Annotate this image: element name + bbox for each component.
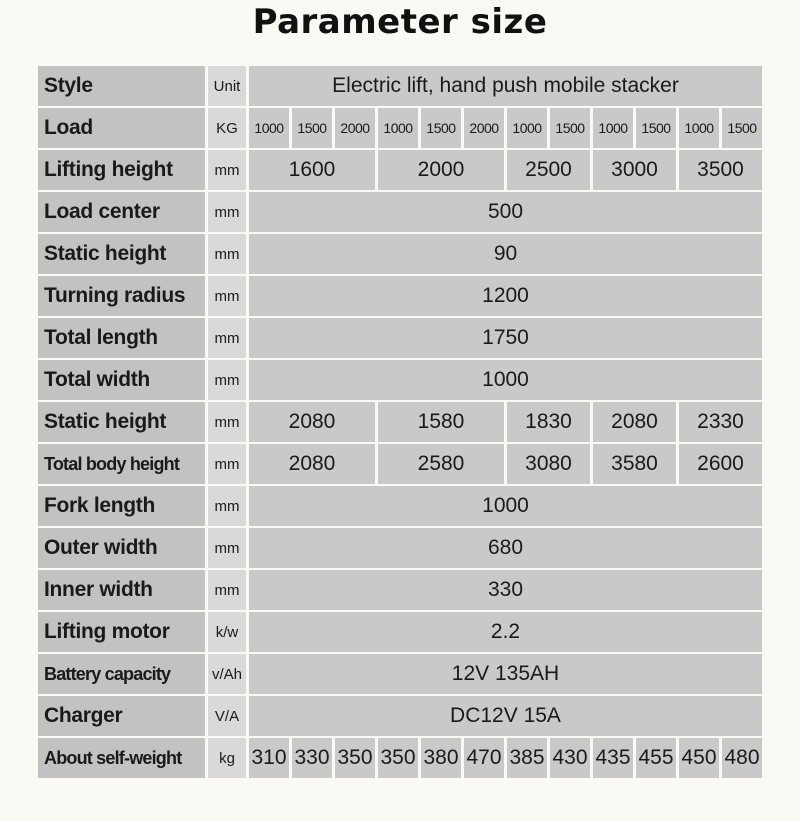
row-label: Total length bbox=[38, 318, 205, 358]
value-cell: 480 bbox=[722, 738, 762, 778]
row-label: Battery capacity bbox=[38, 654, 205, 694]
value-cell: 1750 bbox=[249, 318, 762, 358]
value-cell: 3500 bbox=[679, 150, 762, 190]
row-unit: kg bbox=[208, 738, 246, 778]
value-cell: 1000 bbox=[249, 360, 762, 400]
value-cell: DC12V 15A bbox=[249, 696, 762, 736]
value-cell: 2080 bbox=[593, 402, 676, 442]
value-cell: 2000 bbox=[335, 108, 375, 148]
value-cell: 1500 bbox=[636, 108, 676, 148]
row-label: Total width bbox=[38, 360, 205, 400]
value-cell: 1500 bbox=[550, 108, 590, 148]
value-cell: 2330 bbox=[679, 402, 762, 442]
value-cell: 1000 bbox=[249, 108, 289, 148]
value-cell: 450 bbox=[679, 738, 719, 778]
value-cell: 12V 135AH bbox=[249, 654, 762, 694]
row-unit: mm bbox=[208, 234, 246, 274]
value-cell: 435 bbox=[593, 738, 633, 778]
value-cell: 2600 bbox=[679, 444, 762, 484]
value-cell: 430 bbox=[550, 738, 590, 778]
row-unit: mm bbox=[208, 528, 246, 568]
value-cell: 1830 bbox=[507, 402, 590, 442]
row-unit: mm bbox=[208, 150, 246, 190]
value-cell: 1200 bbox=[249, 276, 762, 316]
value-cell: 330 bbox=[249, 570, 762, 610]
row-unit: mm bbox=[208, 444, 246, 484]
value-cell: 1500 bbox=[421, 108, 461, 148]
page-title: Parameter size bbox=[252, 2, 548, 42]
value-cell: 90 bbox=[249, 234, 762, 274]
row-unit: mm bbox=[208, 402, 246, 442]
value-cell: 350 bbox=[378, 738, 418, 778]
row-unit: mm bbox=[208, 192, 246, 232]
value-cell: 3080 bbox=[507, 444, 590, 484]
row-label: Charger bbox=[38, 696, 205, 736]
value-cell: 2580 bbox=[378, 444, 504, 484]
value-cell: 1000 bbox=[507, 108, 547, 148]
row-label: Total body height bbox=[38, 444, 205, 484]
value-cell: 1500 bbox=[292, 108, 332, 148]
value-cell: 2080 bbox=[249, 402, 375, 442]
value-cell: 1580 bbox=[378, 402, 504, 442]
row-label: Load center bbox=[38, 192, 205, 232]
row-label: Turning radius bbox=[38, 276, 205, 316]
row-label: Style bbox=[38, 66, 205, 106]
value-cell: 1500 bbox=[722, 108, 762, 148]
row-label: Static height bbox=[38, 402, 205, 442]
value-cell: 3000 bbox=[593, 150, 676, 190]
row-unit: mm bbox=[208, 486, 246, 526]
row-unit: V/A bbox=[208, 696, 246, 736]
value-cell: 2000 bbox=[378, 150, 504, 190]
value-cell: 2500 bbox=[507, 150, 590, 190]
parameter-table: Style Unit Electric lift, hand push mobile… bbox=[38, 66, 762, 778]
value-cell: 350 bbox=[335, 738, 375, 778]
value-cell: 1000 bbox=[593, 108, 633, 148]
value-cell: 1600 bbox=[249, 150, 375, 190]
row-unit: mm bbox=[208, 360, 246, 400]
row-unit: KG bbox=[208, 108, 246, 148]
row-label: Outer width bbox=[38, 528, 205, 568]
row-label: Load bbox=[38, 108, 205, 148]
value-cell: 1000 bbox=[679, 108, 719, 148]
value-cell: 500 bbox=[249, 192, 762, 232]
row-label: Fork length bbox=[38, 486, 205, 526]
value-cell: 385 bbox=[507, 738, 547, 778]
value-cell: 1000 bbox=[249, 486, 762, 526]
value-cell: 2.2 bbox=[249, 612, 762, 652]
row-unit: mm bbox=[208, 318, 246, 358]
value-cell: 310 bbox=[249, 738, 289, 778]
value-cell: 1000 bbox=[378, 108, 418, 148]
row-unit: Unit bbox=[208, 66, 246, 106]
row-label: Static height bbox=[38, 234, 205, 274]
value-cell: 2000 bbox=[464, 108, 504, 148]
value-cell: Electric lift, hand push mobile stacker bbox=[249, 66, 762, 106]
row-label: Lifting height bbox=[38, 150, 205, 190]
row-unit: mm bbox=[208, 276, 246, 316]
row-unit: k/w bbox=[208, 612, 246, 652]
row-label: About self-weight bbox=[38, 738, 205, 778]
value-cell: 2080 bbox=[249, 444, 375, 484]
row-label: Lifting motor bbox=[38, 612, 205, 652]
value-cell: 680 bbox=[249, 528, 762, 568]
value-cell: 330 bbox=[292, 738, 332, 778]
row-unit: v/Ah bbox=[208, 654, 246, 694]
value-cell: 380 bbox=[421, 738, 461, 778]
value-cell: 470 bbox=[464, 738, 504, 778]
value-cell: 455 bbox=[636, 738, 676, 778]
row-label: Inner width bbox=[38, 570, 205, 610]
row-unit: mm bbox=[208, 570, 246, 610]
value-cell: 3580 bbox=[593, 444, 676, 484]
